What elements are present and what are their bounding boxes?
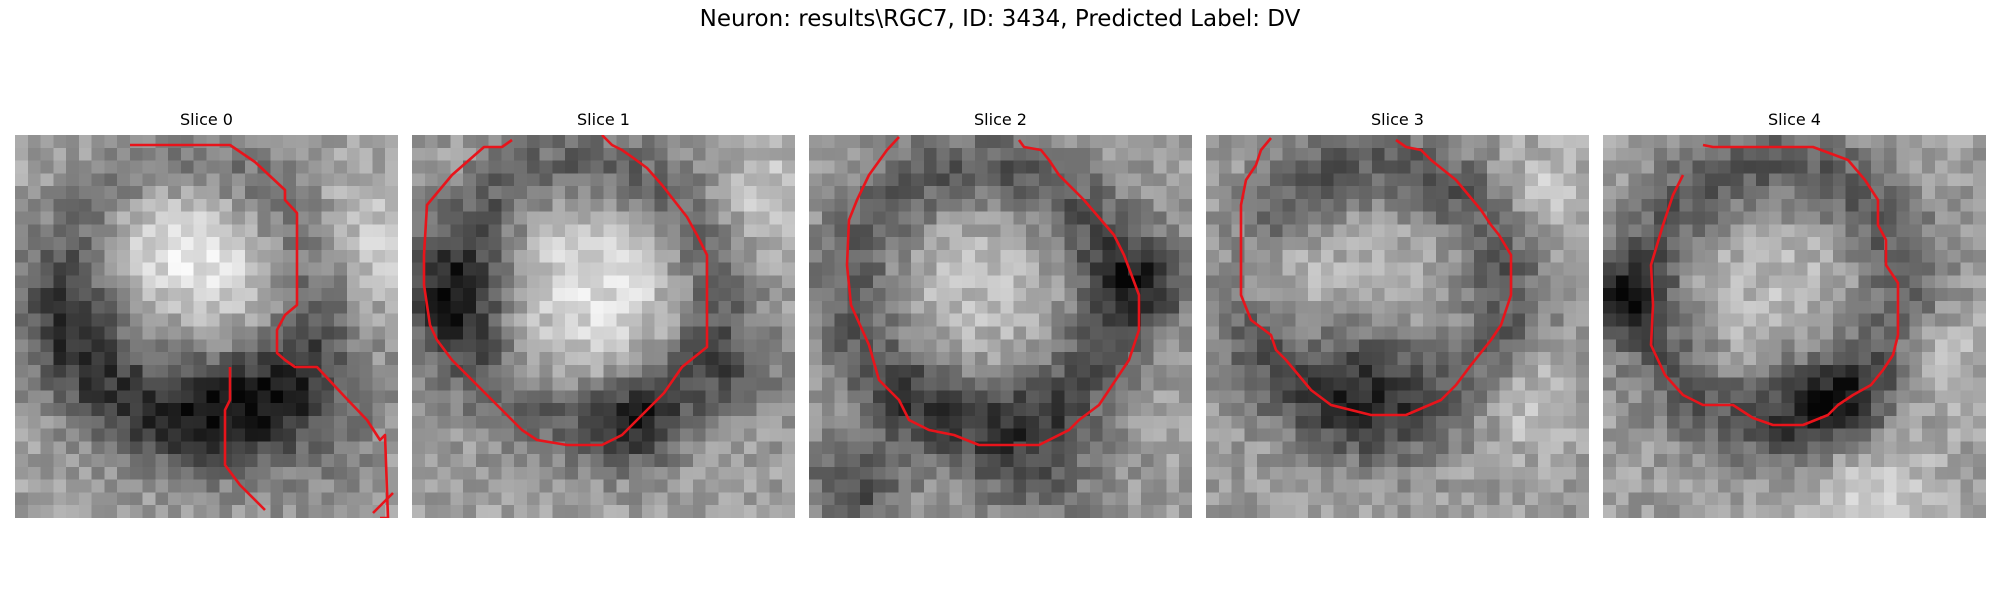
microscopy-image [809, 135, 1192, 518]
slice-panel-4: Slice 4 [1603, 108, 1986, 518]
slice-image [15, 135, 398, 518]
microscopy-image [1206, 135, 1589, 518]
slice-panel-2: Slice 2 [809, 108, 1192, 518]
segmentation-contour [130, 143, 394, 518]
slice-panel-1: Slice 1 [412, 108, 795, 518]
segmentation-contour [845, 136, 1141, 447]
figure-title: Neuron: results\RGC7, ID: 3434, Predicte… [699, 6, 1301, 32]
slice-image [1206, 135, 1589, 518]
slice-image [1603, 135, 1986, 518]
contour-segment [223, 367, 266, 511]
slice-title: Slice 0 [180, 110, 233, 129]
segmentation-contour [422, 135, 709, 447]
slice-image [412, 135, 795, 518]
contour-segment [372, 492, 394, 514]
slice-title: Slice 4 [1768, 110, 1821, 129]
slice-title: Slice 2 [974, 110, 1027, 129]
slice-panel-0: Slice 0 [15, 108, 398, 518]
slice-title: Slice 1 [577, 110, 630, 129]
slice-panel-3: Slice 3 [1206, 108, 1589, 518]
microscopy-image [15, 135, 398, 518]
microscopy-image [1603, 135, 1986, 518]
microscopy-image [412, 135, 795, 518]
slice-image [809, 135, 1192, 518]
segmentation-contour [1239, 137, 1513, 417]
slice-title: Slice 3 [1371, 110, 1424, 129]
segmentation-contour [1649, 143, 1900, 427]
